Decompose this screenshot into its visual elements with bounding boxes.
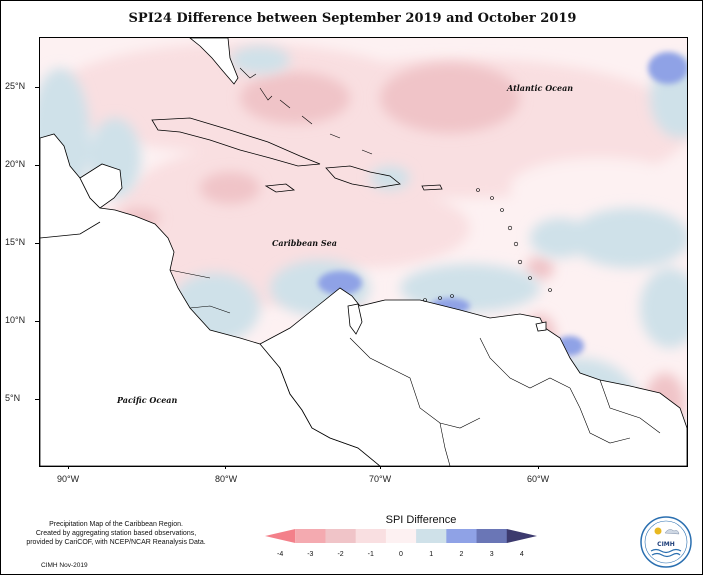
pacific-ocean-label: Pacific Ocean [117,395,178,405]
sun-icon [654,527,662,535]
island-outline [528,276,532,280]
map-area: Atlantic Ocean Caribbean Sea Pacific Oce… [39,37,688,467]
island-outline [500,208,504,212]
legend-swatch [385,529,417,543]
legend-swatch [476,529,508,543]
info-line-1: Precipitation Map of the Caribbean Regio… [49,521,183,528]
lat-label-10n: 10°N [5,315,26,325]
info-line-3: provided by CariCOF, with NCEP/NCAR Rean… [26,539,206,546]
legend-colorbar: -4 -3 -2 -1 0 1 2 3 4 [265,529,537,558]
credit-text: CIMH Nov-2019 [41,562,88,569]
lon-label-90w: 90°W [57,474,80,484]
lat-label-15n: 15°N [5,237,26,247]
logo-inner-ring [644,520,688,564]
legend-tick-label: 3 [490,551,494,558]
lat-tick [35,165,39,166]
map-info: Precipitation Map of the Caribbean Regio… [11,520,221,547]
island-outline [438,296,442,300]
puerto-rico-outline [421,184,443,191]
pacific-coast-line [40,221,101,239]
legend-title: SPI Difference [385,514,457,526]
legend-tick-label: -4 [277,551,283,558]
island-outline [548,288,552,292]
legend-tick-label: 0 [399,551,403,558]
border-line [169,269,211,279]
island-outline [301,115,313,125]
legend-swatch [446,529,478,543]
island-outline [239,67,257,79]
legend-tick-label: -2 [337,551,343,558]
legend-swatches [265,529,537,543]
atlantic-ocean-label: Atlantic Ocean [507,83,574,93]
island-outline [279,99,291,109]
lat-tick [35,87,39,88]
legend-swatch [325,529,357,543]
caribbean-sea-label: Caribbean Sea [272,238,337,248]
lat-label-5n: 5°N [5,393,21,403]
lon-tick [380,465,381,469]
border-line [439,422,451,466]
spi-difference-map [40,38,687,466]
lon-label-70w: 70°W [369,474,392,484]
hispaniola-outline [325,165,401,189]
lon-label-80w: 80°W [215,474,238,484]
small-islands [239,67,552,302]
lat-label-25n: 25°N [5,81,26,91]
lake-maracaibo-outline [347,303,363,335]
lat-tick [35,399,39,400]
legend-swatch [355,529,387,543]
cimh-logo: CIMH [640,516,692,568]
lon-tick [68,465,69,469]
cuba-outline [151,117,321,167]
lat-tick [35,321,39,322]
island-outline [476,188,480,192]
island-outline [507,225,513,231]
island-outline [513,241,519,247]
lon-label-60w: 60°W [527,474,550,484]
border-line [189,305,231,314]
border-line [599,379,661,434]
land-outlines [40,38,687,466]
legend-tick-label: -3 [307,551,313,558]
border-line [349,337,481,429]
yucatan-outline [79,163,123,209]
south-america-land [259,287,687,466]
island-outline [517,259,523,265]
island-outline [361,149,373,155]
lon-tick [538,465,539,469]
lat-tick [35,243,39,244]
border-line [479,337,571,389]
legend-swatch [506,529,537,543]
country-borders [169,269,661,466]
jamaica-outline [264,183,296,193]
legend-tick-label: -1 [368,551,374,558]
lat-label-20n: 20°N [5,159,26,169]
info-line-2: Created by aggregating station based obs… [35,530,197,537]
logo-text: CIMH [657,541,675,548]
legend-tick-label: 4 [520,551,524,558]
legend-tick-labels: -4 -3 -2 -1 0 1 2 3 4 [277,551,524,558]
legend-swatch [265,529,296,543]
lon-tick [225,465,226,469]
island-outline [259,87,273,101]
border-line [569,387,631,444]
legend-swatch [416,529,447,543]
legend-tick-label: 1 [429,551,433,558]
florida-outline [189,38,239,85]
map-title: SPI24 Difference between September 2019 … [128,11,577,26]
legend-tick-label: 2 [459,551,463,558]
island-outline [450,294,454,298]
wave-icon [650,548,682,554]
island-outline [423,298,427,302]
trinidad-outline [535,321,547,332]
island-outline [329,133,341,139]
legend-swatch [295,529,326,543]
wave-icon [651,552,681,558]
cloud-icon [664,529,680,535]
island-outline [490,196,494,200]
